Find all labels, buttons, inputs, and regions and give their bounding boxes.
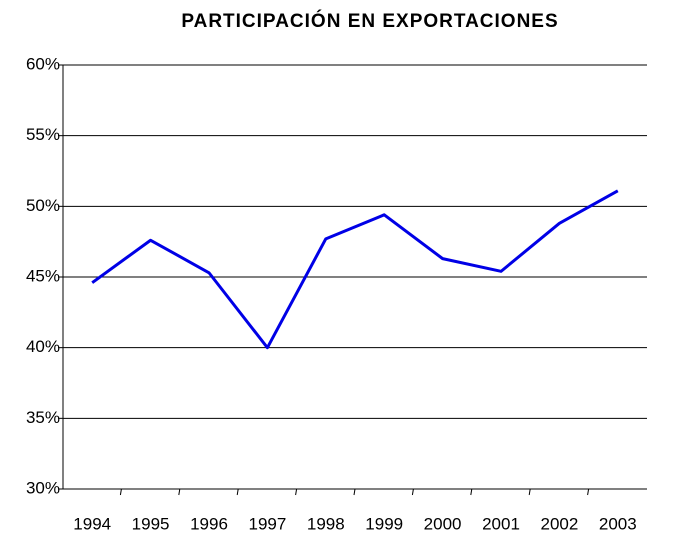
x-tick-label: 2001: [482, 514, 520, 533]
x-tick-label: 2003: [599, 514, 637, 533]
y-tick-label: 50%: [26, 196, 60, 215]
x-tick-label: 2002: [540, 514, 578, 533]
x-tick: [528, 488, 531, 496]
x-tick: [470, 488, 473, 496]
x-tick-label: 1996: [190, 514, 228, 533]
x-tick-label: 1997: [248, 514, 286, 533]
data-line: [91, 189, 619, 350]
x-tick: [295, 488, 298, 496]
x-tick-label: 2000: [424, 514, 462, 533]
y-tick-label: 35%: [26, 408, 60, 427]
x-tick-label: 1994: [73, 514, 111, 533]
chart-title: PARTICIPACIÓN EN EXPORTACIONES: [181, 10, 558, 32]
x-tick: [587, 488, 590, 496]
y-tick-label: 40%: [26, 337, 60, 356]
y-tick-label: 45%: [26, 266, 60, 285]
x-tick: [411, 488, 414, 496]
y-tick-label: 55%: [26, 125, 60, 144]
y-tick-label: 30%: [26, 478, 60, 497]
x-tick-label: 1995: [132, 514, 170, 533]
x-tick-label: 1999: [365, 514, 403, 533]
x-tick: [353, 488, 356, 496]
x-tick: [236, 488, 239, 496]
x-tick: [178, 488, 181, 496]
x-tick: [119, 488, 122, 496]
y-tick-label: 60%: [26, 54, 60, 73]
x-tick-label: 1998: [307, 514, 345, 533]
